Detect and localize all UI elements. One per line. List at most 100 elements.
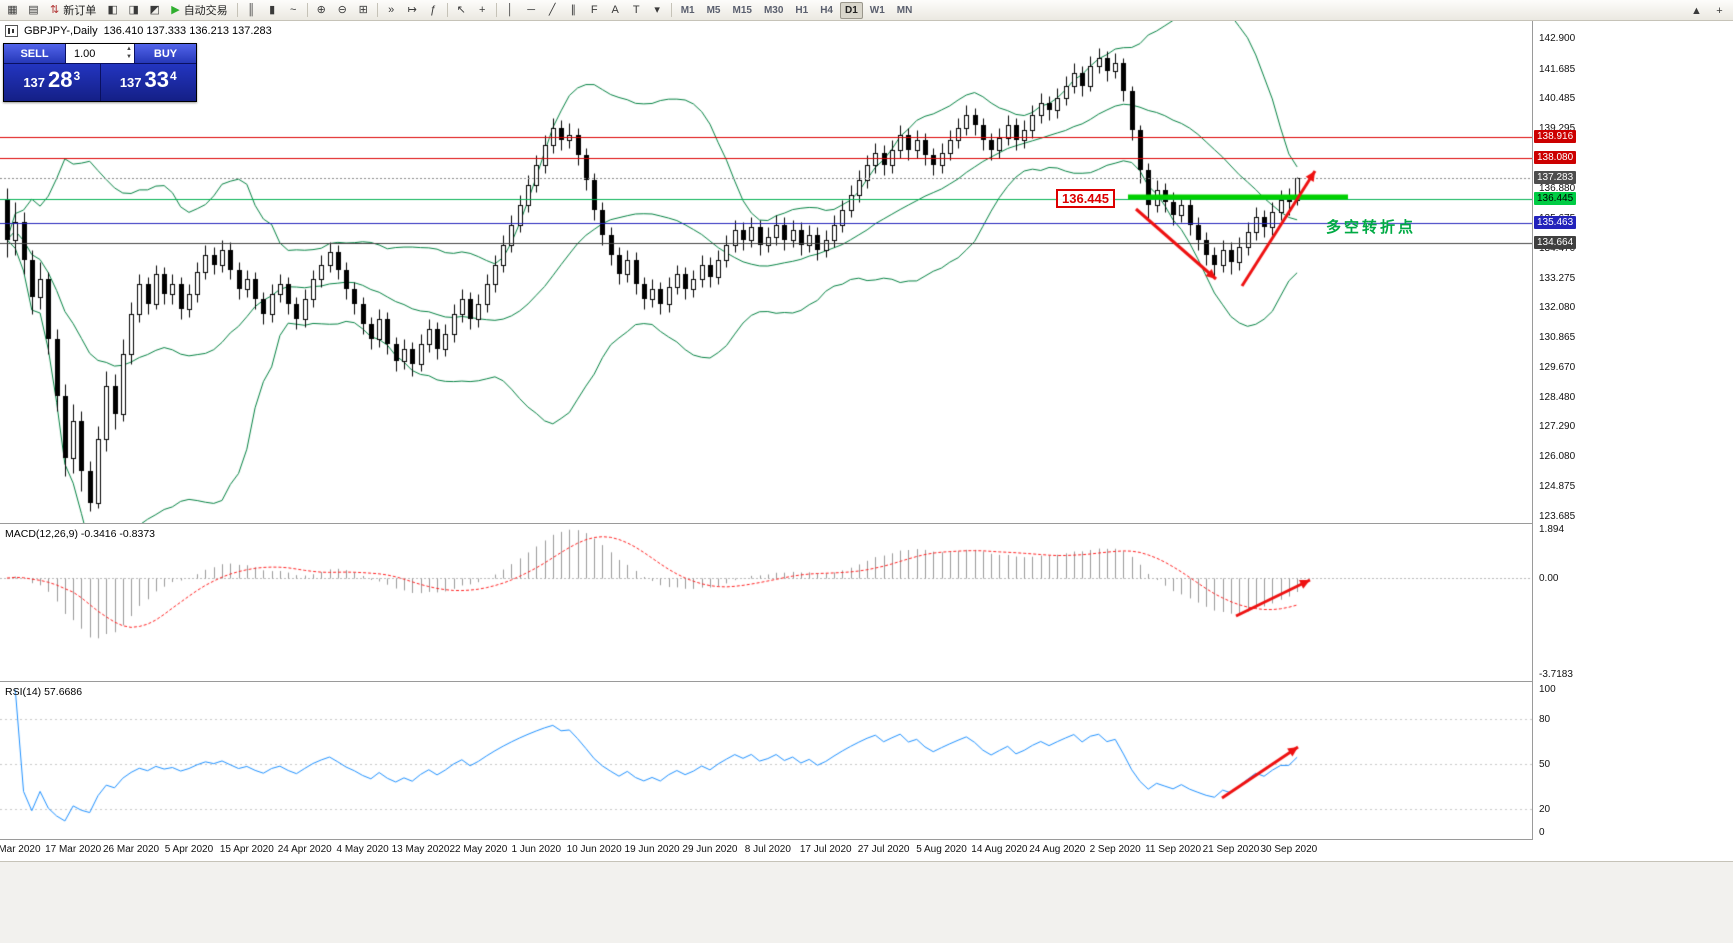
- sell-price[interactable]: 137 28 3: [4, 64, 100, 101]
- price-scale-tick: 136.880: [1539, 183, 1576, 194]
- date-label: 24 Aug 2020: [1029, 844, 1086, 855]
- profiles-icon: ▤: [28, 3, 39, 16]
- price-scale-tick: 132.080: [1539, 302, 1576, 314]
- new-order-button[interactable]: ⇅ 新订单: [44, 1, 102, 20]
- macd-pane-canvas[interactable]: [0, 524, 1532, 681]
- price-scale-tick: 142.900: [1539, 33, 1576, 45]
- workspace-filler: [0, 861, 1733, 943]
- price-scale-tick: 50: [1539, 759, 1551, 771]
- date-label: 24 Apr 2020: [277, 844, 332, 855]
- timeframe-m30[interactable]: M30: [763, 4, 784, 16]
- chart-window: 142.900 141.685 140.485 139.295 138.080 136.8…: [0, 21, 1733, 861]
- timeframe-mn[interactable]: MN: [896, 4, 913, 16]
- macd-label: MACD(12,26,9) -0.3416 -0.8373: [5, 528, 155, 540]
- vertical-line-icon[interactable]: │: [500, 1, 521, 20]
- fibonacci-icon: F: [590, 3, 598, 16]
- buy-price[interactable]: 137 33 4: [101, 64, 197, 101]
- volume-input[interactable]: 1.00 ▲ ▼: [66, 44, 134, 63]
- rsi-pane-canvas[interactable]: [0, 682, 1532, 839]
- timeframe-d1[interactable]: D1: [840, 1, 863, 19]
- label-icon[interactable]: T: [626, 1, 647, 20]
- chart-shift-icon: ↦: [407, 3, 417, 16]
- ohlc-values: 136.410 137.333 136.213 137.283: [103, 25, 272, 37]
- timeframe-h1[interactable]: H1: [795, 4, 809, 16]
- date-label: 19 Jun 2020: [624, 844, 680, 855]
- shapes-icon[interactable]: ▾: [647, 1, 668, 20]
- tile-windows-icon: ⊞: [358, 3, 368, 16]
- zoom-out-icon: ⊖: [337, 3, 347, 16]
- symbol-title: GBPJPY-,Daily: [24, 25, 98, 37]
- pane-separator[interactable]: [0, 681, 1733, 682]
- profiles-icon[interactable]: ▤: [23, 1, 44, 20]
- indicators-icon: ƒ: [430, 3, 437, 16]
- sell-button[interactable]: SELL: [4, 44, 66, 63]
- annotation-text[interactable]: 多空转折点: [1326, 219, 1417, 236]
- date-label: 1 Jun 2020: [511, 844, 562, 855]
- timeframe-h4[interactable]: H4: [820, 4, 833, 16]
- cursor-icon[interactable]: ↖: [451, 1, 472, 20]
- text-icon: A: [611, 3, 619, 16]
- new-chart-icon[interactable]: ▦: [2, 1, 23, 20]
- bar-chart-icon: ║: [247, 3, 256, 16]
- timeframe-m5[interactable]: M5: [706, 4, 721, 16]
- price-scale: 142.900 141.685 140.485 139.295 138.080 136.8…: [1533, 21, 1733, 861]
- auto-scroll-icon[interactable]: »: [381, 1, 402, 20]
- zoom-out-icon[interactable]: ⊖: [332, 1, 353, 20]
- main-chart-canvas[interactable]: [0, 21, 1532, 523]
- date-label: 11 Sep 2020: [1145, 844, 1202, 855]
- tile-windows-icon[interactable]: ⊞: [353, 1, 374, 20]
- timeframe-m1[interactable]: M1: [680, 4, 695, 16]
- channel-icon: ∥: [570, 3, 576, 16]
- pane-separator[interactable]: [0, 523, 1733, 524]
- horizontal-line-icon[interactable]: ─: [521, 1, 542, 20]
- timeframe-m15[interactable]: M15: [732, 4, 752, 16]
- sell-price-main: 28: [48, 67, 73, 92]
- toolbar-add-icon[interactable]: +: [1716, 4, 1723, 17]
- shapes-icon: ▾: [654, 3, 660, 16]
- toolbar-separator: [376, 3, 378, 17]
- text-icon[interactable]: A: [605, 1, 626, 20]
- chart-title: GBPJPY-,Daily 136.410 137.333 136.213 13…: [5, 25, 272, 37]
- price-scale-tick: 133.275: [1539, 272, 1576, 284]
- date-label: 26 Mar 2020: [102, 844, 160, 855]
- candlestick-chart-icon[interactable]: ▮: [262, 1, 283, 20]
- crosshair-icon: +: [478, 3, 486, 16]
- price-callout[interactable]: 136.445: [1056, 188, 1115, 208]
- date-label: 30 Sep 2020: [1260, 844, 1318, 855]
- new-order-button-label: 新订单: [63, 5, 97, 17]
- new-order-button: ⇅: [50, 3, 60, 16]
- buy-button[interactable]: BUY: [134, 44, 196, 63]
- toolbar-separator: [670, 3, 672, 17]
- trendline-icon[interactable]: ╱: [542, 1, 563, 20]
- chart-shift-icon[interactable]: ↦: [402, 1, 423, 20]
- crosshair-icon[interactable]: +: [472, 1, 493, 20]
- label-icon: T: [632, 3, 640, 16]
- pane-separator: [0, 839, 1733, 840]
- bar-chart-icon[interactable]: ║: [241, 1, 262, 20]
- price-tag: 136.445: [1534, 191, 1577, 205]
- price-scale-tick: 20: [1539, 804, 1551, 816]
- volume-spinner[interactable]: ▲ ▼: [126, 46, 132, 60]
- date-label: 22 May 2020: [449, 844, 508, 855]
- toolbar-separator: [236, 3, 238, 17]
- fibonacci-icon[interactable]: F: [584, 1, 605, 20]
- buy-price-pip: 4: [170, 69, 177, 83]
- market-watch-icon[interactable]: ◧: [102, 1, 123, 20]
- zoom-in-icon[interactable]: ⊕: [311, 1, 332, 20]
- indicators-icon[interactable]: ƒ: [423, 1, 444, 20]
- trade-panel-divider: [99, 64, 101, 101]
- navigator-icon[interactable]: ◩: [144, 1, 165, 20]
- date-label: 21 Sep 2020: [1202, 844, 1260, 855]
- toolbar-right-group: ▲ +: [1686, 1, 1730, 20]
- autotrade-button[interactable]: ▶ 自动交易: [165, 1, 233, 20]
- data-window-icon[interactable]: ◨: [123, 1, 144, 20]
- scroll-up-icon[interactable]: ▲: [1691, 4, 1702, 17]
- line-chart-icon[interactable]: ~: [283, 1, 304, 20]
- date-label: 15 Apr 2020: [219, 844, 274, 855]
- price-scale-tick: 141.685: [1539, 63, 1576, 75]
- trade-panel-prices: 137 28 3 137 33 4: [4, 64, 196, 101]
- channel-icon[interactable]: ∥: [563, 1, 584, 20]
- timeframe-w1[interactable]: W1: [869, 4, 885, 16]
- vertical-line-icon: │: [506, 3, 514, 16]
